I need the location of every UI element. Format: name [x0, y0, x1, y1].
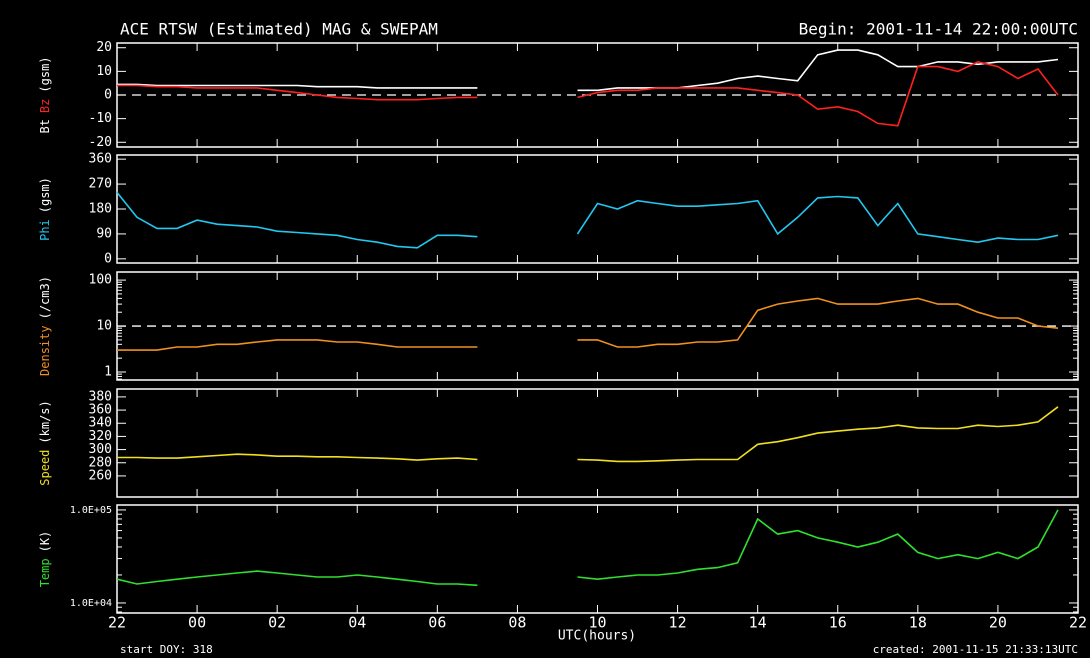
- y-axis-unit: (km/s): [38, 400, 52, 443]
- y-tick-label: 90: [96, 226, 112, 241]
- y-tick-label: 100: [89, 273, 112, 288]
- y-tick-label: 340: [89, 416, 112, 431]
- x-tick-label: 12: [669, 614, 687, 632]
- y-axis-label: Phi (gsm): [38, 177, 52, 241]
- y-axis-unit: (gsm): [38, 56, 52, 92]
- title: ACE RTSW (Estimated) MAG & SWEPAM: [120, 20, 438, 39]
- legend-entry: Bz: [38, 99, 52, 113]
- y-tick-label: -20: [89, 135, 112, 150]
- y-tick-label: 10: [96, 319, 112, 334]
- y-tick-label: 270: [89, 177, 112, 192]
- x-tick-label: 20: [989, 614, 1007, 632]
- x-tick-label: 04: [348, 614, 366, 632]
- y-tick-label: 180: [89, 202, 112, 217]
- y-axis-unit: (gsm): [38, 177, 52, 213]
- legend-entry: Phi: [38, 219, 52, 241]
- legend-entry: Density: [38, 325, 52, 376]
- y-tick-label: 20: [96, 40, 112, 55]
- y-tick-label: 0: [104, 88, 112, 103]
- y-tick-label: 1: [104, 365, 112, 380]
- y-tick-label: 300: [89, 442, 112, 457]
- y-tick-label: 10: [96, 64, 112, 79]
- legend-entry: Bt: [38, 119, 52, 133]
- series-line: [116, 509, 1059, 587]
- panel-frame: [116, 388, 1079, 498]
- y-tick-label: 1.0E+05: [70, 505, 112, 516]
- panel-frame: [116, 154, 1079, 264]
- y-axis-label: Density (/cm3): [38, 276, 52, 376]
- y-axis-label: Bt Bz (gsm): [38, 56, 52, 133]
- x-tick-label: 14: [749, 614, 767, 632]
- y-tick-label: 320: [89, 429, 112, 444]
- x-axis-label: UTC(hours): [558, 629, 636, 644]
- x-tick-label: 18: [909, 614, 927, 632]
- x-tick-label: 06: [428, 614, 446, 632]
- x-tick-label: 16: [829, 614, 847, 632]
- y-tick-label: 1.0E+04: [70, 598, 112, 609]
- begin-time: Begin: 2001-11-14 22:00:00UTC: [799, 20, 1078, 39]
- series-line: [116, 191, 1059, 249]
- series-line: [117, 406, 1059, 463]
- x-tick-label: 00: [188, 614, 206, 632]
- legend-entry: Temp: [38, 558, 52, 587]
- y-tick-label: 360: [89, 403, 112, 418]
- x-tick-label: 02: [268, 614, 286, 632]
- y-axis-unit: (K): [38, 531, 52, 553]
- y-axis-label: Temp (K): [38, 531, 52, 588]
- y-tick-label: 280: [89, 455, 112, 470]
- y-axis-unit: (/cm3): [38, 276, 52, 319]
- x-tick-label: 22: [1069, 614, 1087, 632]
- y-tick-label: -10: [89, 111, 112, 126]
- panel-frame: [116, 504, 1079, 614]
- x-tick-label: 22: [108, 614, 126, 632]
- series-line: [117, 61, 1059, 127]
- series-line: [117, 297, 1059, 351]
- y-tick-label: 360: [89, 152, 112, 167]
- legend-entry: Speed: [38, 450, 52, 486]
- created-time: created: 2001-11-15 21:33:13UTC: [873, 643, 1078, 656]
- y-tick-label: 380: [89, 389, 112, 404]
- y-tick-label: 0: [104, 251, 112, 266]
- y-axis-label: Speed (km/s): [38, 400, 52, 485]
- y-tick-label: 260: [89, 468, 112, 483]
- start-doy: start DOY: 318: [120, 643, 213, 656]
- x-tick-label: 10: [588, 614, 606, 632]
- x-tick-label: 08: [508, 614, 526, 632]
